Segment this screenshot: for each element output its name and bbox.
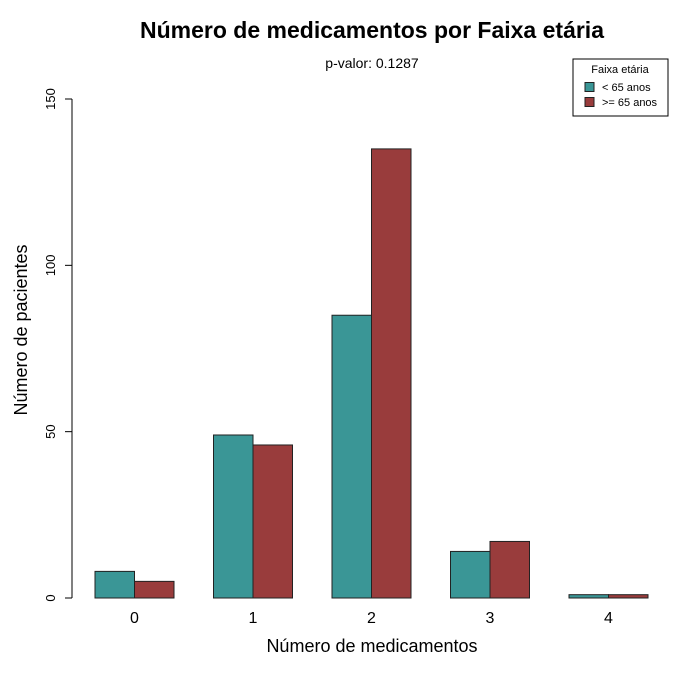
- x-tick-label: 2: [367, 610, 376, 627]
- y-tick-label: 50: [43, 424, 58, 438]
- bar-ge65-3: [489, 540, 530, 599]
- bar-lt65-3: [450, 550, 491, 599]
- legend-title: Faixa etária: [591, 64, 649, 76]
- bar-ge65-1: [252, 444, 293, 599]
- bar-lt65-1: [213, 434, 254, 599]
- x-tick-label: 1: [249, 610, 258, 627]
- legend-items: < 65 anos >= 65 anos: [584, 82, 658, 109]
- bar-ge65-0: [134, 580, 175, 599]
- legend-swatch: [584, 97, 595, 107]
- legend: Faixa etária < 65 anos >= 65 anos: [572, 58, 669, 117]
- bar-ge65-2: [371, 148, 412, 599]
- x-tick-label: 3: [486, 610, 495, 627]
- chart-subtitle: p-valor: 0.1287: [325, 55, 419, 71]
- legend-label: < 65 anos: [602, 82, 651, 94]
- x-axis-label: Número de medicamentos: [266, 636, 477, 656]
- legend-swatch: [584, 82, 595, 92]
- bar-lt65-0: [94, 570, 135, 599]
- bar-ge65-4: [608, 594, 649, 599]
- x-tick-label: 4: [604, 610, 613, 627]
- y-tick-label: 0: [43, 594, 58, 601]
- legend-label: >= 65 anos: [602, 97, 658, 109]
- y-tick-label: 150: [43, 88, 58, 110]
- y-axis: 0 50 100 150: [43, 88, 73, 602]
- chart-title: Número de medicamentos por Faixa etária: [140, 17, 604, 43]
- x-tick-label: 0: [130, 610, 139, 627]
- y-axis-label: Número de pacientes: [11, 244, 31, 415]
- bar-lt65-2: [331, 314, 372, 599]
- x-axis-tick-labels: 0 1 2 3 4: [130, 610, 613, 627]
- y-tick-label: 100: [43, 254, 58, 276]
- bars-group: [94, 148, 649, 599]
- bar-lt65-4: [568, 594, 609, 599]
